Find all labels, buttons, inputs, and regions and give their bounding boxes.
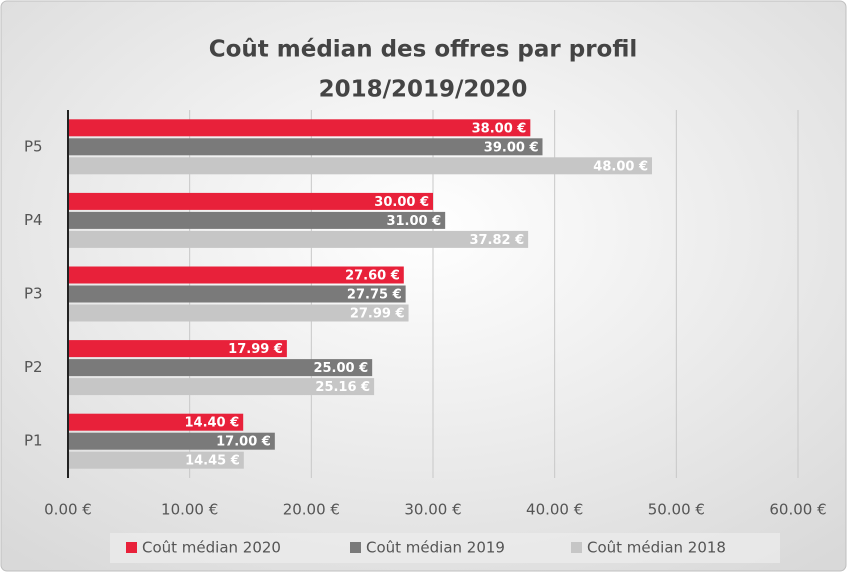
data-label: 27.99 € [350,307,405,322]
bar [68,340,287,358]
legend-label: Coût médian 2018 [587,539,726,557]
y-tick-label: P3 [24,285,43,303]
chart-title: Coût médian des offres par profil [209,37,638,63]
x-tick-label: 30.00 € [404,501,461,519]
data-label: 37.82 € [469,233,524,248]
y-tick-label: P1 [24,432,43,450]
bar [68,119,531,137]
data-label: 17.99 € [228,342,283,357]
data-label: 27.60 € [345,269,400,284]
legend-box [110,533,780,563]
data-label: 27.75 € [347,288,402,303]
bar [68,138,543,156]
y-tick-label: P5 [24,137,43,155]
bar [68,451,244,469]
bar [68,304,409,322]
bar [68,266,404,284]
bar [68,211,446,229]
legend-swatch [126,542,137,553]
legend-label: Coût médian 2020 [142,539,281,557]
x-tick-label: 40.00 € [526,501,583,519]
legend-label: Coût médian 2019 [366,539,505,557]
chart-title: 2018/2019/2020 [319,77,528,103]
bar [68,192,433,210]
y-tick-label: P4 [24,211,43,229]
data-label: 39.00 € [484,140,539,155]
bar [68,359,373,377]
data-label: 25.00 € [313,361,368,376]
bar [68,432,275,450]
legend-swatch [350,542,361,553]
x-tick-label: 20.00 € [283,501,340,519]
bar [68,230,529,248]
x-tick-label: 50.00 € [648,501,705,519]
data-label: 48.00 € [593,159,648,174]
data-label: 38.00 € [472,121,527,136]
data-label: 17.00 € [216,435,271,450]
bar [68,285,406,303]
bar [68,413,244,431]
data-label: 14.45 € [185,454,240,469]
bar [68,157,652,175]
y-tick-label: P2 [24,358,43,376]
data-label: 30.00 € [374,195,429,210]
data-label: 25.16 € [315,380,370,395]
x-tick-label: 60.00 € [769,501,826,519]
legend-swatch [571,542,582,553]
data-label: 31.00 € [386,214,441,229]
data-label: 14.40 € [184,416,239,431]
bar [68,378,375,396]
x-tick-label: 0.00 € [44,501,92,519]
x-tick-label: 10.00 € [161,501,218,519]
